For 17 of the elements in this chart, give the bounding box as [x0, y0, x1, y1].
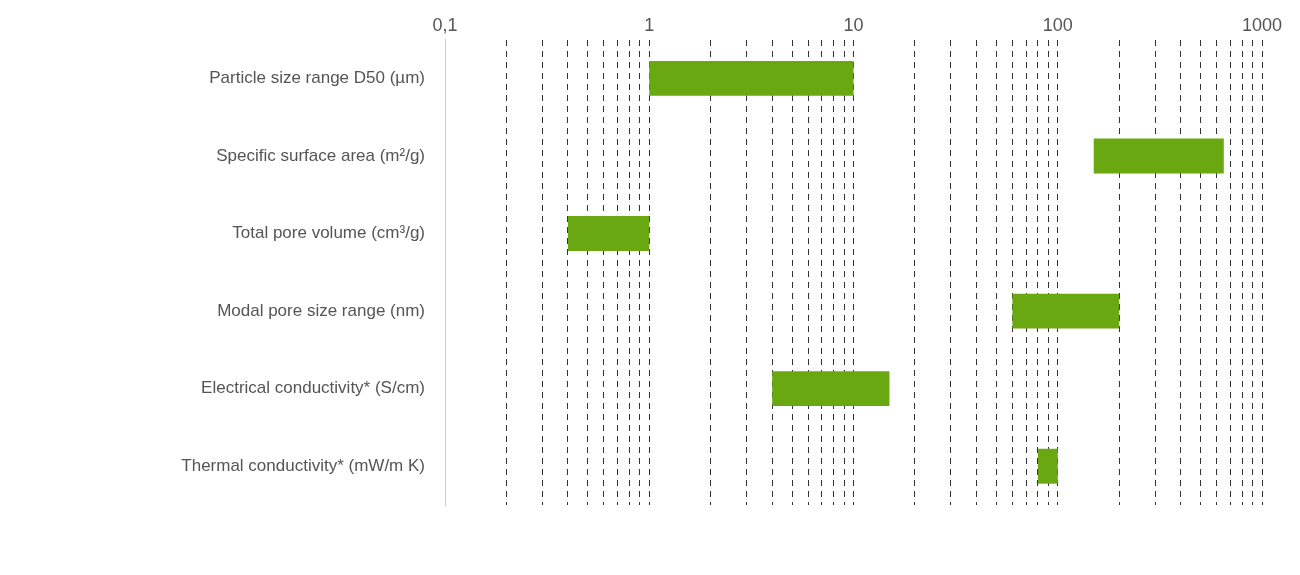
bar: [649, 60, 854, 96]
bar: [1093, 138, 1224, 174]
x-tick-label: 1: [644, 14, 655, 35]
bar: [567, 216, 650, 251]
bar: [1012, 293, 1120, 329]
bar: [772, 371, 890, 407]
x-tick-label: 10: [843, 14, 864, 35]
y-tick-label: Specific surface area (m²/g): [216, 145, 425, 165]
y-tick-label: Electrical conductivity* (S/cm): [201, 378, 425, 398]
bar: [1037, 448, 1058, 484]
y-tick-label: Particle size range D50 (µm): [209, 68, 425, 88]
y-tick-label: Modal pore size range (nm): [217, 300, 425, 320]
y-tick-label: Thermal conductivity* (mW/m K): [181, 455, 425, 475]
y-tick-label: Total pore volume (cm³/g): [232, 223, 425, 243]
x-tick-label: 100: [1042, 14, 1073, 35]
x-tick-label: 0,1: [432, 14, 458, 35]
x-tick-label: 1000: [1241, 14, 1283, 35]
